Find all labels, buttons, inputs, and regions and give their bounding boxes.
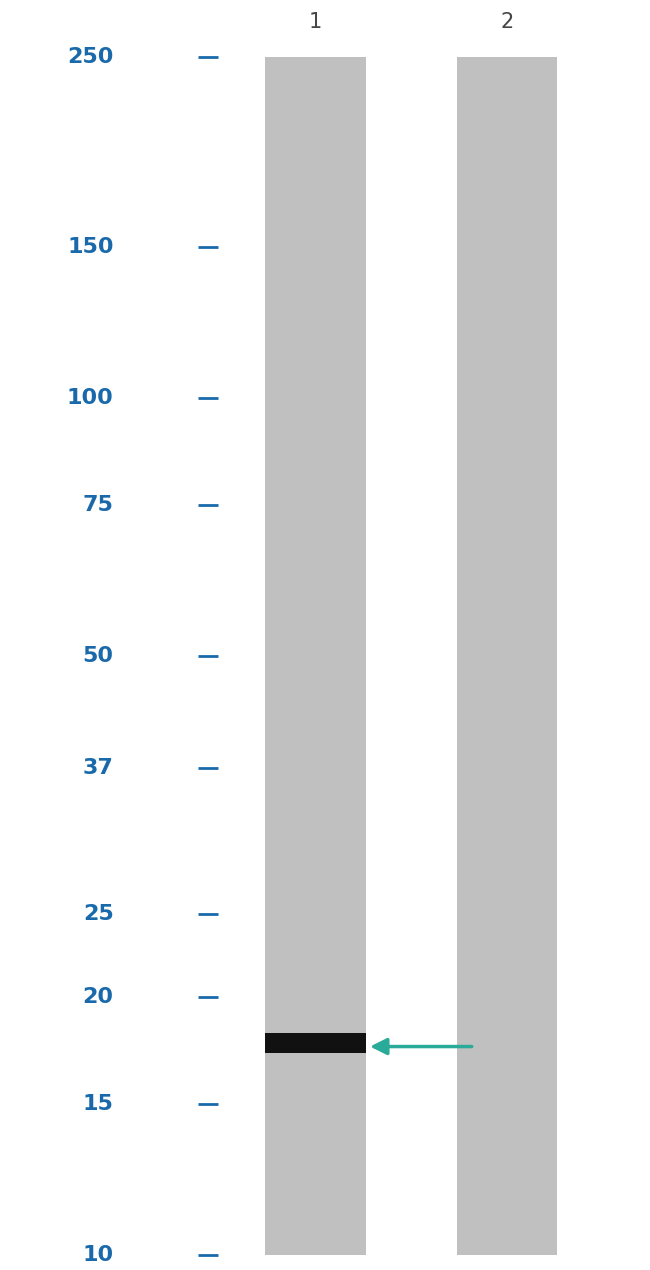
Text: 75: 75 xyxy=(83,495,114,516)
Text: 150: 150 xyxy=(67,237,114,258)
Bar xyxy=(265,1033,365,1053)
Text: 15: 15 xyxy=(83,1093,114,1114)
Text: 2: 2 xyxy=(500,11,514,32)
Bar xyxy=(456,57,558,1255)
Text: 250: 250 xyxy=(68,47,114,67)
Text: 25: 25 xyxy=(83,904,114,923)
Text: 20: 20 xyxy=(83,987,114,1007)
Text: 100: 100 xyxy=(67,389,114,408)
Text: 37: 37 xyxy=(83,758,114,779)
Text: 1: 1 xyxy=(309,11,322,32)
Text: 50: 50 xyxy=(83,646,114,665)
Bar xyxy=(265,57,365,1255)
Text: 10: 10 xyxy=(83,1245,114,1265)
